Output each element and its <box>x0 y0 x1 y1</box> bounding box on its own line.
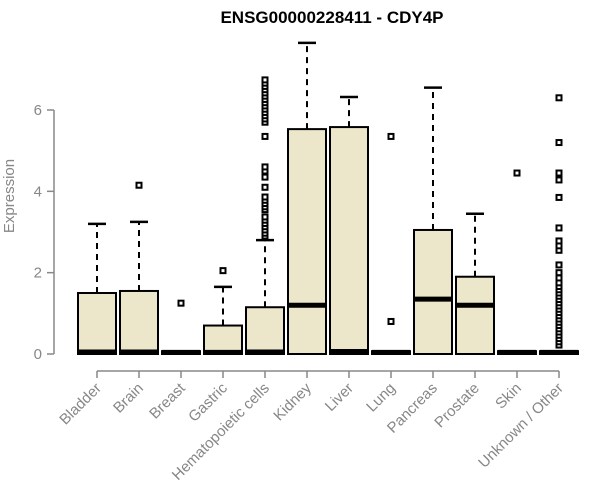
outlier-point <box>555 176 563 184</box>
outlier-point <box>555 261 563 269</box>
outlier-point <box>387 317 395 325</box>
box <box>245 306 285 355</box>
boxplot-liver <box>329 95 369 355</box>
boxplot-unknown-other <box>539 94 579 356</box>
outlier-point <box>261 183 269 191</box>
boxplot-lung <box>371 132 411 356</box>
outlier-point <box>555 224 563 232</box>
box <box>77 291 117 356</box>
y-tick-label: 2 <box>34 265 42 282</box>
boxplot-hematopoietic-cells <box>245 76 285 355</box>
outlier-point <box>261 193 269 201</box>
box <box>455 275 495 355</box>
x-tick-label: Kidney <box>270 379 315 424</box>
x-tick-label: Skin <box>492 380 525 413</box>
box <box>413 228 453 355</box>
boxplot-prostate <box>455 212 495 355</box>
outlier-point <box>555 94 563 102</box>
boxplot-bladder <box>77 222 117 356</box>
x-tick-label: Lung <box>363 380 399 416</box>
boxplot-kidney <box>287 41 327 355</box>
outlier-point <box>219 267 227 275</box>
box <box>329 126 369 355</box>
box <box>203 324 243 356</box>
outlier-point <box>555 169 563 177</box>
boxplot-gastric <box>203 267 243 356</box>
y-tick-label: 4 <box>34 183 42 200</box>
outlier-point <box>555 269 563 277</box>
outlier-point <box>555 237 563 245</box>
outlier-point <box>177 299 185 307</box>
outlier-point <box>261 173 269 181</box>
y-tick-label: 6 <box>34 102 42 119</box>
outlier-point <box>261 213 269 221</box>
x-tick-label: Prostate <box>431 380 483 432</box>
boxplot-brain <box>119 181 159 356</box>
x-tick-label: Liver <box>322 380 357 415</box>
boxplot-pancreas <box>413 86 453 355</box>
boxplot-breast <box>161 299 201 356</box>
outlier-point <box>261 163 269 171</box>
outlier-point <box>555 274 563 282</box>
boxplot-skin <box>497 169 537 356</box>
outlier-point <box>261 76 269 84</box>
chart-title: ENSG00000228411 - CDY4P <box>220 8 443 27</box>
y-axis-title: Expression <box>1 159 18 233</box>
outlier-point <box>135 181 143 189</box>
y-tick-label: 0 <box>34 346 42 363</box>
box <box>287 128 327 355</box>
outlier-point <box>261 132 269 140</box>
x-tick-label: Bladder <box>56 380 105 429</box>
outlier-point <box>555 193 563 201</box>
outlier-point <box>387 132 395 140</box>
x-tick-label: Brain <box>110 380 147 417</box>
box <box>119 289 159 356</box>
boxplots <box>77 41 579 356</box>
outlier-point <box>555 139 563 147</box>
outlier-point <box>513 169 521 177</box>
x-tick-label: Breast <box>146 379 189 422</box>
